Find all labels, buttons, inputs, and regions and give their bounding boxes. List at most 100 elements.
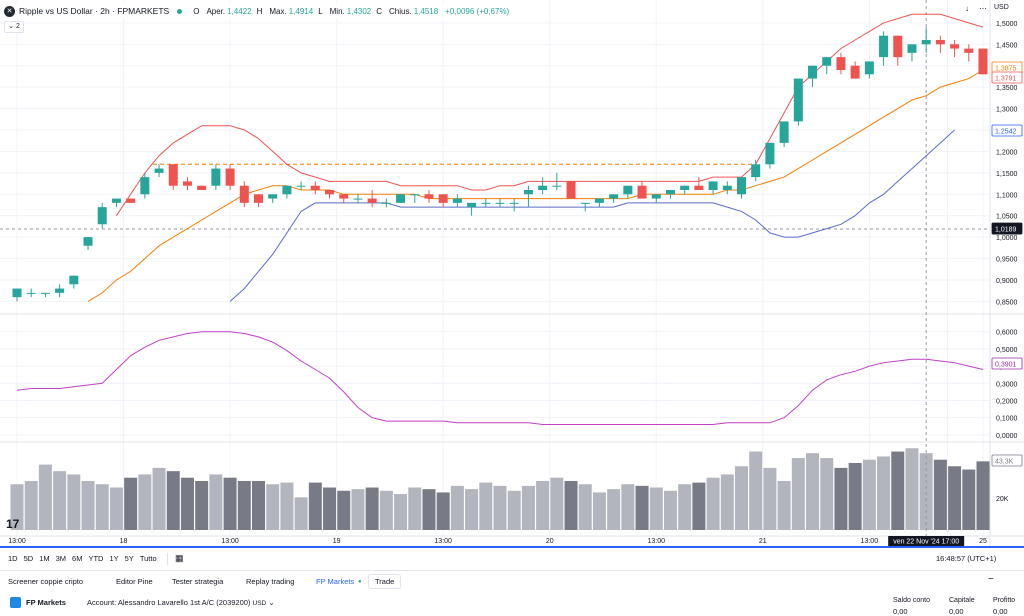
price-tick-label: 0,9500 — [996, 257, 1018, 264]
bottom-tabs: Screener coppie cripto Editor Pine Teste… — [0, 574, 1024, 590]
price-tag-hline-text: 1,0189 — [995, 227, 1017, 234]
time-tick-label: 25 — [979, 538, 987, 545]
price-tag-bb-mid: 1,3875 — [991, 61, 1023, 74]
time-tick-label: 13:00 — [221, 538, 239, 545]
account-label: Account: Alessandro Lavarello 1st A/C (2… — [87, 598, 251, 607]
ohlc-value: 1,4518 — [413, 6, 439, 16]
price-tick-label: 0,9000 — [996, 278, 1018, 285]
toolbar-divider — [167, 553, 168, 565]
currency-label[interactable]: USD — [994, 4, 1009, 11]
time-tick-label: 18 — [120, 538, 128, 545]
candle — [353, 198, 363, 200]
symbol-title[interactable]: Ripple vs US Dollar · 2h · FPMARKETS — [19, 6, 170, 16]
stat-value: 0,00 — [949, 607, 964, 616]
candle — [182, 181, 192, 186]
candle — [509, 202, 519, 204]
tab-fp-markets[interactable]: FP Markets — [316, 577, 355, 586]
volume-bar — [635, 485, 649, 530]
candle — [808, 65, 818, 79]
osc-tick-label: 0,2000 — [996, 398, 1018, 405]
range-6m[interactable]: 6M — [72, 554, 83, 563]
candle — [26, 292, 36, 294]
minimize-icon[interactable]: − — [988, 574, 994, 585]
candle — [140, 177, 150, 195]
ohlc-key: Chius. — [389, 6, 412, 16]
volume-bar — [891, 451, 905, 530]
volume-bar — [621, 484, 635, 530]
time-tick-label: 19 — [333, 538, 341, 545]
trade-button[interactable]: Trade — [368, 574, 402, 589]
range-1d[interactable]: 1D — [8, 554, 18, 563]
volume-bar — [663, 490, 677, 530]
tab-strategy-tester[interactable]: Tester strategia — [172, 577, 224, 586]
broker-name[interactable]: FP Markets — [26, 598, 66, 607]
price-tag-bb-mid-text: 1,3875 — [995, 66, 1017, 73]
volume-bar — [323, 487, 337, 530]
volume-bar — [53, 471, 67, 530]
volume-bar — [862, 459, 876, 530]
tradingview-logo-icon: 17 — [6, 517, 20, 531]
volume-bar — [521, 485, 535, 530]
price-chart[interactable]: 1,50001,45001,40001,35001,30001,25001,20… — [0, 0, 1024, 546]
range-1y[interactable]: 1Y — [109, 554, 119, 563]
volume-bar — [820, 458, 834, 530]
candle — [879, 35, 889, 58]
candle — [154, 168, 164, 173]
volume-value-tag: 43,3K — [991, 454, 1023, 467]
time-tick-label: 13:00 — [647, 538, 665, 545]
candle — [850, 65, 860, 79]
candle — [325, 190, 335, 195]
candle — [481, 202, 491, 204]
time-tick-label: 21 — [759, 538, 767, 545]
range-all[interactable]: Tutto — [139, 554, 157, 563]
volume-bar — [223, 477, 237, 530]
range-5d[interactable]: 5D — [23, 554, 34, 563]
price-tag-bb-lower-text: 1,2542 — [995, 129, 1017, 136]
stat-balance: Saldo conto 0,00 — [893, 597, 930, 616]
volume-bar — [962, 469, 976, 530]
volume-bar — [877, 456, 891, 530]
price-tick-label: 1,5000 — [996, 21, 1018, 28]
candle — [580, 202, 590, 204]
candle — [538, 185, 548, 190]
clock-timezone[interactable]: 16:48:57 (UTC+1) — [936, 554, 997, 563]
more-icon[interactable]: ⋯ — [979, 4, 987, 13]
indicators-collapse-button[interactable]: ⌄ 2 — [4, 21, 24, 33]
ohlc-key: Aper. — [206, 6, 226, 16]
price-tick-label: 1,3500 — [996, 85, 1018, 92]
range-ytd[interactable]: YTD — [88, 554, 104, 563]
volume-bar — [706, 477, 720, 530]
candle — [339, 194, 349, 199]
ohlc-key: O — [193, 6, 200, 16]
connected-dot-icon: ● — [358, 579, 362, 585]
candle — [268, 194, 278, 199]
volume-bar — [95, 484, 109, 530]
volume-bar — [351, 489, 365, 530]
volume-bar — [195, 480, 209, 530]
volume-bar — [67, 474, 81, 530]
tab-pine-editor[interactable]: Editor Pine — [116, 577, 153, 586]
volume-bar — [848, 462, 862, 530]
volume-bar — [109, 487, 123, 530]
range-5y[interactable]: 5Y — [124, 554, 134, 563]
volume-bar — [138, 474, 152, 530]
range-3m[interactable]: 3M — [55, 554, 67, 563]
candle — [793, 78, 803, 122]
candle — [552, 185, 562, 187]
volume-bar — [919, 453, 933, 530]
arrow-down-icon[interactable]: ↓ — [965, 4, 969, 13]
volume-bar — [152, 467, 166, 530]
tab-screener[interactable]: Screener coppie cripto — [8, 577, 84, 586]
calendar-goto-icon[interactable]: ▦ — [175, 553, 184, 563]
volume-bar — [564, 480, 578, 530]
volume-bar — [379, 490, 393, 530]
volume-bar — [578, 484, 592, 530]
ripple-coin-icon: ✕ — [4, 5, 15, 17]
price-tag-close: 1,3791 — [991, 71, 1023, 84]
account-selector[interactable]: Account: Alessandro Lavarello 1st A/C (2… — [87, 598, 275, 607]
tab-replay-trading[interactable]: Replay trading — [246, 577, 295, 586]
stat-value: 0,00 — [893, 607, 908, 616]
range-1m[interactable]: 1M — [39, 554, 50, 563]
candle — [964, 48, 974, 53]
candle — [367, 198, 377, 203]
